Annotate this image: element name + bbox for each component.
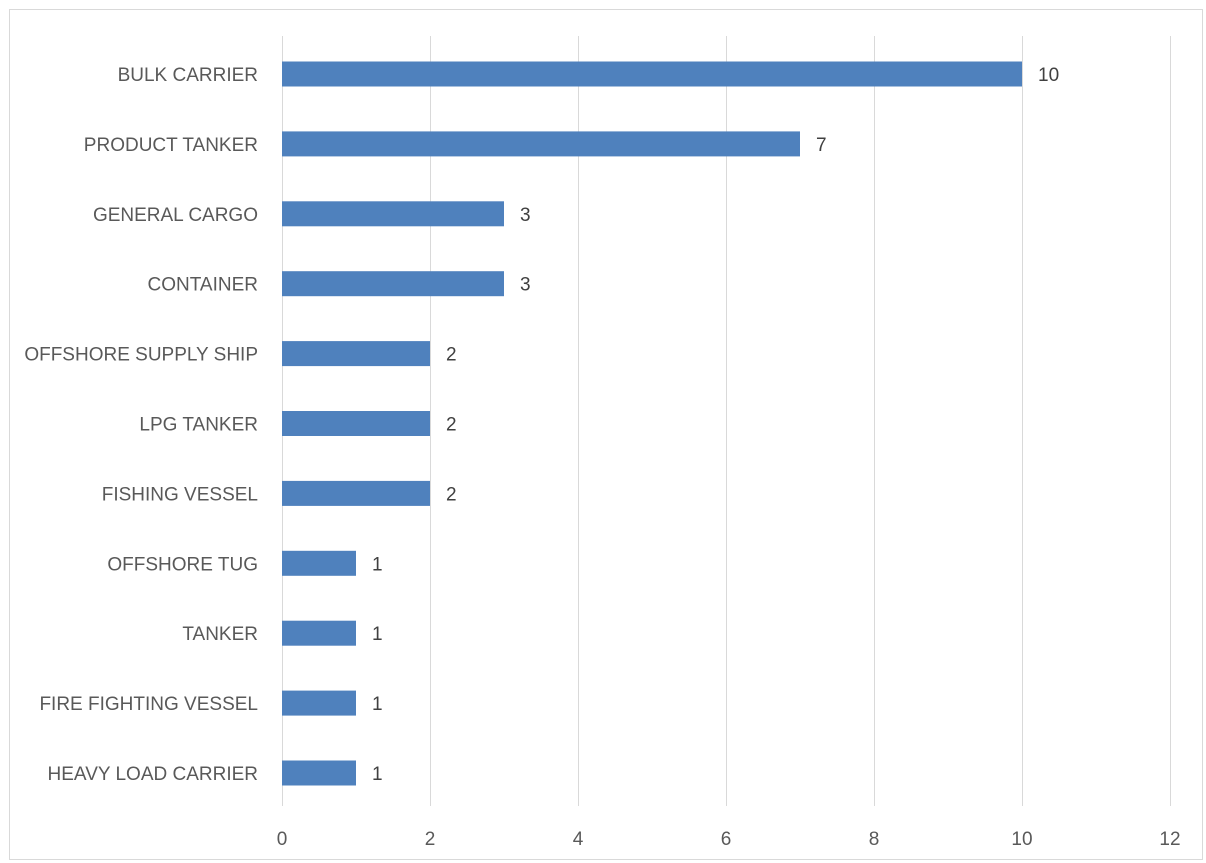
- bar: [282, 201, 504, 227]
- data-label: 2: [446, 415, 457, 436]
- bar: [282, 550, 356, 576]
- bar: [282, 480, 430, 506]
- data-label: 1: [372, 554, 383, 575]
- x-tick-label: 2: [425, 829, 436, 850]
- x-tick-label: 6: [721, 829, 732, 850]
- bar: [282, 341, 430, 367]
- x-tick-label: 10: [1011, 829, 1032, 850]
- category-label: BULK CARRIER: [118, 65, 258, 86]
- x-tick-label: 4: [573, 829, 584, 850]
- bar: [282, 61, 1022, 87]
- data-label: 3: [520, 205, 531, 226]
- category-label: LPG TANKER: [139, 415, 258, 436]
- data-label: 10: [1038, 65, 1059, 86]
- data-label: 1: [372, 624, 383, 645]
- category-label: GENERAL CARGO: [93, 205, 258, 226]
- x-tick-label: 8: [869, 829, 880, 850]
- bar: [282, 620, 356, 646]
- bars: [282, 61, 1022, 786]
- category-label: PRODUCT TANKER: [84, 135, 258, 156]
- category-label: TANKER: [182, 624, 258, 645]
- bar: [282, 131, 800, 157]
- category-label: FIRE FIGHTING VESSEL: [39, 694, 258, 715]
- category-label: HEAVY LOAD CARRIER: [48, 764, 258, 785]
- data-label: 2: [446, 484, 457, 505]
- x-tick-label: 0: [277, 829, 288, 850]
- bar: [282, 690, 356, 716]
- category-label: CONTAINER: [148, 275, 258, 296]
- data-label: 7: [816, 135, 827, 156]
- bar: [282, 271, 504, 297]
- gridlines: [282, 36, 1171, 806]
- category-label: OFFSHORE SUPPLY SHIP: [24, 345, 258, 366]
- data-label: 1: [372, 694, 383, 715]
- category-label: FISHING VESSEL: [102, 484, 258, 505]
- bar: [282, 760, 356, 786]
- x-tick-label: 12: [1159, 829, 1180, 850]
- category-label: OFFSHORE TUG: [107, 554, 258, 575]
- data-label: 2: [446, 345, 457, 366]
- data-label: 1: [372, 764, 383, 785]
- data-label: 3: [520, 275, 531, 296]
- bar: [282, 411, 430, 436]
